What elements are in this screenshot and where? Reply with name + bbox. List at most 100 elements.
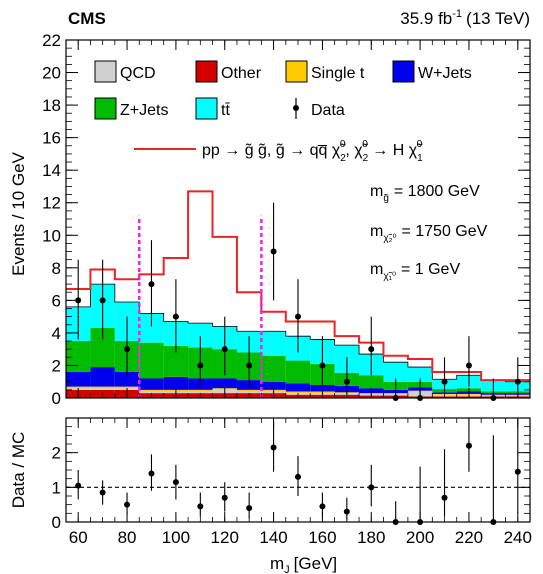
- data-point-12: [368, 346, 375, 353]
- x-tick-label-1: 80: [118, 528, 137, 547]
- main-ytick-label-5: 10: [42, 226, 61, 245]
- data-point-9: [295, 313, 301, 320]
- mass-annotations: mg̃ = 1800 GeV mχ̃₂⁰ = 1750 GeV mχ̃₁⁰ = 1 G…: [370, 183, 488, 282]
- legend-label-single-t: Single t: [311, 65, 365, 82]
- mass-chi2-value: = 1750 GeV: [401, 223, 487, 240]
- bar-w-jets-0: [66, 371, 91, 387]
- legend-label-wjets: W+Jets: [418, 65, 472, 82]
- bar-w-jets-8: [261, 381, 286, 390]
- main-ytick-label-10: 20: [42, 64, 61, 83]
- ratio-point-11: [343, 508, 350, 515]
- signal-chi1-sub: 1: [417, 153, 423, 164]
- mass-chi2-m: m: [370, 223, 383, 240]
- bar-single-t-2: [114, 386, 140, 389]
- mass-gluino: mg̃ = 1800 GeV: [370, 183, 480, 204]
- bar-w-jets-6: [212, 378, 237, 389]
- luminosity-label: 35.9 fb-1 (13 TeV): [400, 8, 530, 28]
- mass-chi1-value: = 1 GeV: [401, 261, 460, 278]
- bar-z-jets-3: [139, 342, 164, 379]
- legend-label-signal: pp → g̃ g̃, g̃ → qq̅ χ̃20, χ̃20 → H χ̃10: [202, 139, 423, 164]
- x-tick-label-6: 180: [357, 528, 385, 547]
- data-point-16: [465, 362, 472, 369]
- ratio-axes: 0 1 2 60 80 100 120 140 160 180 200 220 240: [52, 417, 532, 547]
- mass-gluino-m: m: [370, 183, 383, 200]
- ratio-ytick-label-1: 1: [52, 478, 61, 497]
- signal-process-text: pp → g̃ g̃, g̃ → qq̅ χ̃: [202, 142, 346, 159]
- ratio-point-10: [319, 503, 326, 510]
- signal-chi2-sub: 2: [340, 153, 346, 164]
- cms-label: CMS: [68, 9, 106, 28]
- ratio-point-9: [295, 473, 301, 480]
- bar-w-jets-3: [139, 378, 164, 390]
- mass-window-lines: [138, 215, 263, 398]
- data-point-0: [75, 297, 82, 304]
- data-point-6: [221, 346, 228, 353]
- bar-single-t-9: [285, 391, 311, 394]
- lumi-value: 35.9 fb: [400, 9, 452, 28]
- x-axis-label-sub: J: [284, 564, 290, 574]
- ratio-point-1: [99, 489, 106, 496]
- bar-w-jets-2: [114, 371, 140, 387]
- main-ytick-label-3: 6: [52, 291, 61, 310]
- x-axis-label-unit: [GeV]: [294, 554, 337, 573]
- bar-single-t-0: [66, 386, 91, 389]
- ratio-points: [75, 418, 521, 525]
- main-ytick-label-1: 2: [52, 356, 61, 375]
- data-point-15: [441, 378, 448, 385]
- lumi-exponent: -1: [452, 8, 462, 20]
- legend: QCD Other Single t W+Jets Z+Jets tt̄ Dat…: [94, 60, 472, 164]
- ratio-ytick-label-2: 2: [52, 444, 61, 463]
- legend-label-data: Data: [311, 102, 345, 119]
- data-point-11: [343, 378, 350, 385]
- data-point-1: [99, 297, 106, 304]
- bar-tt--13: [383, 362, 408, 382]
- bar-w-jets-4: [163, 376, 189, 390]
- main-ytick-label-6: 12: [42, 194, 61, 213]
- bar-single-t-3: [139, 389, 164, 392]
- legend-label-other: Other: [221, 65, 262, 82]
- signal-chi2b-sup: 0: [362, 139, 368, 150]
- legend-swatch-other: [195, 60, 218, 83]
- legend-label-ttbar: tt̄: [221, 102, 230, 119]
- ratio-point-18: [514, 468, 521, 475]
- bar-z-jets-0: [66, 341, 91, 372]
- ratio-point-2: [124, 501, 131, 508]
- signal-chi2b-sub: 2: [363, 153, 369, 164]
- mass-gluino-sub: g̃: [383, 193, 389, 204]
- ratio-ylabel: Data / MC: [9, 432, 28, 509]
- legend-swatch-single-t: [285, 60, 308, 83]
- bar-qcd-3: [139, 391, 164, 394]
- legend-label-qcd: QCD: [120, 65, 156, 82]
- main-ytick-label-8: 16: [42, 129, 61, 148]
- x-tick-label-5: 160: [308, 528, 336, 547]
- bar-single-t-5: [188, 389, 213, 392]
- x-tick-label-4: 140: [259, 528, 287, 547]
- legend-data-marker: [293, 105, 299, 111]
- legend-swatch-zjets: [94, 97, 117, 120]
- bar-w-jets-1: [90, 367, 115, 387]
- mass-gluino-value: = 1800 GeV: [394, 183, 480, 200]
- ratio-point-7: [246, 505, 253, 512]
- main-ytick-label-4: 8: [52, 259, 61, 278]
- data-point-10: [319, 362, 326, 369]
- main-ytick-label-9: 18: [42, 96, 61, 115]
- bar-z-jets-12: [359, 375, 384, 389]
- data-point-4: [172, 313, 179, 320]
- data-point-3: [148, 281, 155, 288]
- bar-z-jets-9: [285, 360, 311, 384]
- x-tick-label-9: 240: [504, 528, 532, 547]
- bar-tt--14: [407, 367, 433, 382]
- ratio-point-5: [197, 503, 204, 510]
- bar-single-t-7: [236, 389, 262, 392]
- bar-w-jets-9: [285, 383, 311, 392]
- ratio-point-3: [148, 470, 155, 477]
- bar-qcd-1: [90, 388, 115, 390]
- mass-chi2-sub: χ̃₂⁰: [383, 233, 396, 244]
- x-tick-label-8: 220: [455, 528, 483, 547]
- legend-swatch-ttbar: [195, 97, 218, 120]
- data-point-7: [246, 362, 253, 369]
- ratio-point-4: [172, 479, 179, 486]
- signal-higgs-text: → H χ̃: [368, 142, 423, 159]
